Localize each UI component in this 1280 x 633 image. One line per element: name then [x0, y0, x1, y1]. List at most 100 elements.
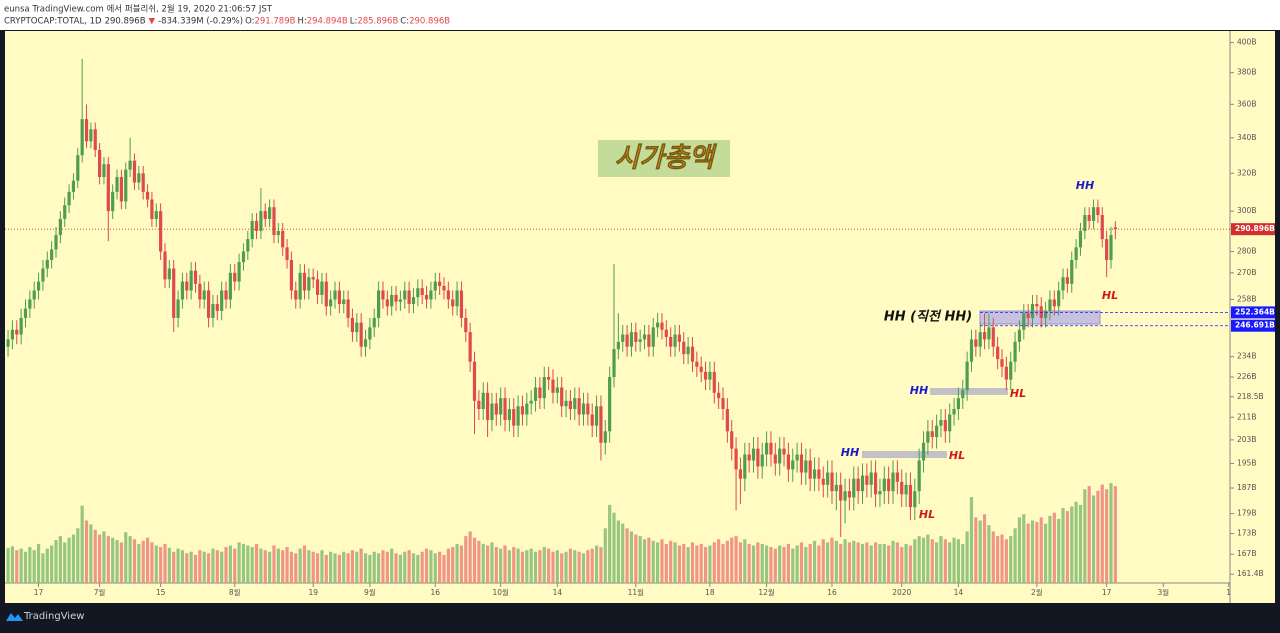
candle-body: [908, 484, 913, 508]
volume-bar: [368, 554, 372, 583]
volume-bar: [913, 539, 917, 583]
volume-bar: [36, 543, 41, 583]
volume-bar: [237, 542, 241, 583]
candle-body: [333, 290, 337, 300]
candle-body: [206, 290, 211, 318]
candle-body: [625, 334, 629, 347]
candle-body: [533, 387, 538, 401]
candle-body: [1091, 207, 1096, 221]
volume-bar: [926, 534, 930, 583]
candle-body: [642, 334, 647, 340]
volume-bar: [119, 542, 123, 583]
candle-body: [843, 491, 847, 501]
candle-body: [106, 164, 110, 212]
volume-bar: [943, 539, 947, 583]
candle-body: [603, 431, 607, 443]
candle-body: [394, 294, 398, 302]
volume-bar: [590, 548, 594, 583]
candle-body: [455, 290, 459, 307]
candle-body: [712, 371, 716, 393]
volume-bar: [372, 551, 376, 583]
candle-body: [987, 327, 991, 340]
candle-body: [721, 398, 725, 409]
candle-body: [677, 334, 682, 342]
candle-body: [6, 339, 10, 347]
y-tick-label: 173B: [1237, 529, 1256, 538]
volume-bar: [76, 528, 80, 583]
annotation: HH: [910, 384, 928, 397]
candle-body: [224, 290, 228, 300]
candle-body: [337, 290, 341, 305]
volume-bar: [629, 531, 634, 583]
volume-bar: [1087, 486, 1091, 583]
chart-title: 시가총액: [614, 143, 718, 174]
candle-body: [1070, 259, 1074, 284]
x-tick-label: 16: [827, 588, 837, 597]
volume-bar: [416, 554, 420, 583]
volume-bar: [172, 551, 176, 583]
volume-bar: [982, 514, 987, 583]
candle-body: [372, 317, 376, 328]
candle-body: [503, 398, 507, 421]
candle-body: [289, 259, 294, 291]
candle-body: [420, 288, 424, 295]
candle-body: [751, 448, 756, 461]
change-arrow: ▼: [149, 17, 156, 27]
candle-body: [1030, 304, 1035, 318]
volume-bar: [23, 551, 28, 583]
volume-bar: [743, 539, 747, 583]
candle-body: [708, 371, 712, 380]
candle-body: [1009, 361, 1013, 380]
volume-bar: [830, 537, 834, 583]
header-bg: [0, 0, 1280, 30]
candle-body: [865, 475, 869, 485]
zone: [930, 388, 1008, 395]
volume-bar: [860, 543, 865, 583]
candle-body: [307, 277, 311, 291]
candle-body: [594, 406, 599, 426]
volume-bar: [1039, 517, 1043, 583]
candle-body: [529, 400, 533, 404]
annotation: HH: [1076, 179, 1094, 192]
volume-bar: [965, 531, 969, 583]
candle-body: [477, 400, 481, 409]
candle-body: [1057, 290, 1061, 307]
volume-bar: [930, 539, 934, 583]
volume-bar: [433, 553, 437, 583]
volume-bar: [145, 537, 150, 583]
volume-bar: [686, 547, 690, 583]
volume-bar: [1074, 501, 1078, 583]
volume-bar: [211, 548, 215, 583]
x-tick-label: 17: [34, 588, 44, 597]
candle-body: [778, 448, 782, 464]
volume-bar: [525, 550, 529, 583]
volume-bar: [847, 542, 852, 583]
volume-bar: [638, 536, 642, 583]
volume-bar: [656, 542, 660, 583]
candle-body: [1026, 313, 1030, 318]
volume-bar: [180, 550, 185, 583]
volume-bar: [250, 547, 254, 583]
candle-body: [411, 297, 416, 305]
candle-body: [520, 406, 525, 415]
candle-body: [246, 239, 250, 252]
volume-bar: [320, 550, 324, 583]
volume-bar: [1000, 534, 1004, 583]
volume-bar: [969, 497, 974, 583]
candle-body: [895, 472, 899, 482]
volume-bar: [167, 547, 171, 583]
candle-body: [446, 290, 450, 300]
candle-body: [1043, 310, 1048, 318]
volume-bar: [952, 537, 956, 583]
y-tick-label: 400B: [1237, 38, 1256, 47]
y-tick-label: 270B: [1237, 268, 1256, 277]
candle-body: [176, 299, 180, 318]
annotation: HL: [1102, 289, 1118, 302]
symbol: CRYPTOCAP:TOTAL, 1D: [4, 17, 102, 27]
candle-body: [28, 299, 32, 309]
published: eunsa TradingView.com 에서 퍼블리쉬, 2월 19, 20…: [4, 4, 273, 15]
candle-body: [228, 272, 232, 300]
candle-body: [281, 230, 285, 248]
y-tick-label: 179B: [1237, 509, 1256, 518]
candle-body: [812, 469, 817, 479]
